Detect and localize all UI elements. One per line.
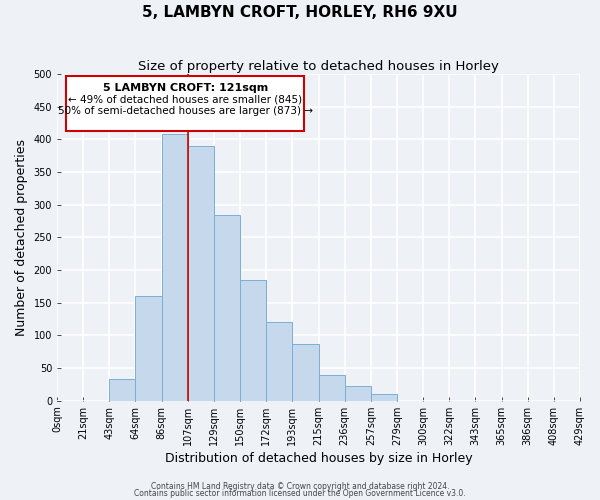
Y-axis label: Number of detached properties: Number of detached properties	[15, 139, 28, 336]
Bar	[214, 214, 240, 400]
Bar	[371, 394, 397, 400]
FancyBboxPatch shape	[66, 76, 304, 131]
Bar	[161, 134, 188, 400]
Bar	[240, 280, 266, 400]
Text: 5 LAMBYN CROFT: 121sqm: 5 LAMBYN CROFT: 121sqm	[103, 82, 268, 92]
Text: Contains public sector information licensed under the Open Government Licence v3: Contains public sector information licen…	[134, 490, 466, 498]
Bar	[188, 146, 214, 401]
Bar	[109, 379, 136, 400]
Text: 5, LAMBYN CROFT, HORLEY, RH6 9XU: 5, LAMBYN CROFT, HORLEY, RH6 9XU	[142, 5, 458, 20]
Bar	[292, 344, 319, 401]
Bar	[266, 322, 292, 400]
Title: Size of property relative to detached houses in Horley: Size of property relative to detached ho…	[138, 60, 499, 73]
X-axis label: Distribution of detached houses by size in Horley: Distribution of detached houses by size …	[165, 452, 472, 465]
Text: 50% of semi-detached houses are larger (873) →: 50% of semi-detached houses are larger (…	[58, 106, 313, 116]
Bar	[344, 386, 371, 400]
Bar	[136, 296, 161, 401]
Text: Contains HM Land Registry data © Crown copyright and database right 2024.: Contains HM Land Registry data © Crown c…	[151, 482, 449, 491]
Bar	[319, 374, 344, 400]
Text: ← 49% of detached houses are smaller (845): ← 49% of detached houses are smaller (84…	[68, 94, 302, 104]
